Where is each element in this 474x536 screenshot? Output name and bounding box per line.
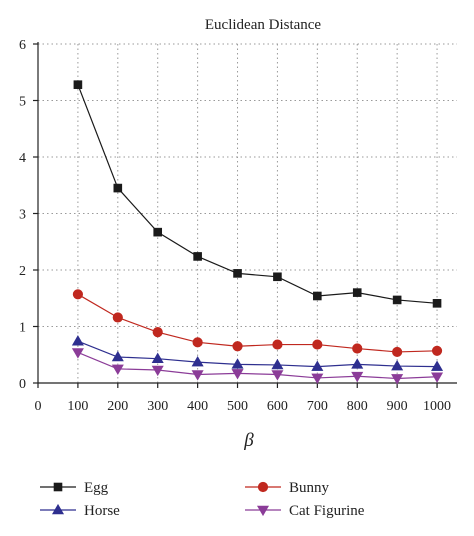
data-point <box>272 339 283 350</box>
y-tick-label: 3 <box>19 208 26 223</box>
data-point <box>71 335 84 346</box>
data-point <box>152 327 163 338</box>
data-point <box>431 345 443 356</box>
legend-marker <box>53 482 63 492</box>
series-line <box>77 84 438 304</box>
legend: Egg Bunny Horse Cat Figurine <box>40 480 365 519</box>
data-point <box>72 289 84 300</box>
data-point <box>352 288 362 297</box>
data-point <box>392 346 403 358</box>
legend-item: Egg <box>40 480 109 496</box>
data-point <box>71 348 84 359</box>
series-bunny <box>72 289 443 358</box>
data-point <box>231 358 244 369</box>
x-tick-label: 900 <box>387 399 408 414</box>
x-tick-label: 600 <box>267 399 288 414</box>
series-group <box>71 80 444 385</box>
y-tick-label: 4 <box>19 151 26 166</box>
x-tick-label: 100 <box>67 399 88 414</box>
data-point <box>111 350 124 362</box>
data-point <box>311 360 324 371</box>
x-tick-label: 300 <box>147 399 168 414</box>
legend-label: Horse <box>84 503 120 519</box>
data-point <box>73 80 83 89</box>
data-point <box>151 352 164 364</box>
y-tick-label: 1 <box>19 321 26 336</box>
data-point <box>392 295 402 305</box>
x-tick-label: 500 <box>227 399 248 414</box>
legend-marker <box>51 503 65 515</box>
legend-item: Cat Figurine <box>245 503 365 519</box>
x-tick-label: 1000 <box>423 399 451 414</box>
data-point <box>432 299 442 308</box>
legend-label: Egg <box>84 480 109 496</box>
data-point <box>113 183 123 193</box>
data-point <box>352 343 363 354</box>
data-point <box>273 272 282 282</box>
series-line <box>77 351 438 380</box>
data-point <box>233 269 242 278</box>
x-tick-label: 400 <box>187 399 208 414</box>
y-tick-label: 5 <box>19 95 26 110</box>
data-point <box>112 312 123 323</box>
series-horse <box>71 335 444 371</box>
data-point <box>271 358 284 370</box>
series-line <box>77 293 438 353</box>
data-point <box>391 374 404 385</box>
data-point <box>193 252 202 261</box>
x-tick-label: 200 <box>107 399 128 414</box>
data-point <box>431 372 444 383</box>
axes: 0 1 2 3 4 5 6 0 100 200 300 400 500 600 700 800 900 1000 <box>19 38 457 414</box>
data-point <box>153 227 163 237</box>
legend-label: Bunny <box>289 480 330 496</box>
legend-marker <box>256 505 270 517</box>
data-point <box>151 365 164 377</box>
series-egg <box>73 80 442 308</box>
legend-marker <box>257 481 269 493</box>
x-axis-label: β <box>243 430 254 451</box>
data-point <box>351 371 364 383</box>
legend-item: Horse <box>40 503 120 519</box>
data-point <box>192 337 203 348</box>
x-tick-label: 700 <box>307 399 328 414</box>
data-point <box>351 358 364 369</box>
data-point <box>312 339 323 350</box>
data-point <box>232 341 243 352</box>
legend-label: Cat Figurine <box>289 503 365 519</box>
data-point <box>431 360 444 371</box>
x-tick-label: 0 <box>35 399 42 414</box>
data-point <box>231 369 244 380</box>
data-point <box>311 373 324 385</box>
y-tick-label: 2 <box>19 264 26 279</box>
grid <box>38 43 457 383</box>
data-point <box>191 370 204 381</box>
legend-item: Bunny <box>245 480 330 496</box>
series-line <box>77 340 438 368</box>
y-tick-label: 0 <box>19 377 26 392</box>
series-cat-figurine <box>71 348 444 385</box>
x-tick-label: 800 <box>347 399 368 414</box>
data-point <box>111 364 124 375</box>
y-tick-label: 6 <box>19 38 26 53</box>
chart-title: Euclidean Distance <box>205 17 322 33</box>
data-point <box>191 355 204 367</box>
data-point <box>271 370 284 381</box>
data-point <box>313 291 322 301</box>
data-point <box>391 359 404 371</box>
